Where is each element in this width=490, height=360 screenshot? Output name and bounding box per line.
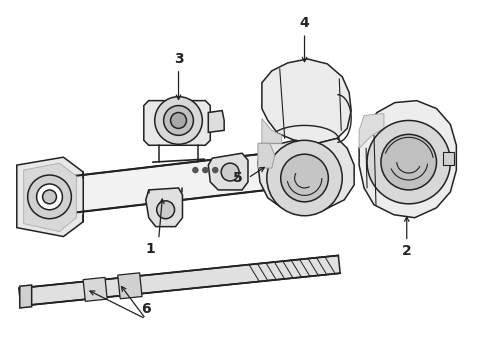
Polygon shape [443, 152, 454, 165]
Circle shape [203, 168, 208, 172]
Polygon shape [262, 59, 351, 143]
Circle shape [171, 113, 187, 129]
Polygon shape [208, 153, 248, 190]
Circle shape [157, 201, 174, 219]
Polygon shape [118, 273, 142, 299]
Circle shape [164, 105, 194, 135]
Circle shape [43, 190, 56, 204]
Circle shape [37, 184, 62, 210]
Circle shape [367, 121, 450, 204]
Polygon shape [24, 163, 76, 231]
Circle shape [193, 168, 198, 172]
Text: 1: 1 [146, 242, 156, 256]
Polygon shape [20, 285, 32, 308]
Text: 2: 2 [402, 244, 412, 258]
Polygon shape [208, 111, 224, 132]
Text: 3: 3 [173, 52, 183, 66]
Polygon shape [258, 138, 354, 212]
Text: 4: 4 [300, 16, 309, 30]
Polygon shape [56, 148, 310, 215]
Polygon shape [146, 188, 182, 227]
Polygon shape [359, 100, 456, 218]
Polygon shape [359, 113, 384, 148]
Circle shape [213, 168, 218, 172]
Text: 6: 6 [141, 302, 150, 316]
Circle shape [28, 175, 72, 219]
Polygon shape [83, 278, 107, 301]
Polygon shape [19, 256, 340, 306]
Circle shape [221, 163, 239, 181]
Circle shape [155, 96, 202, 144]
Polygon shape [144, 100, 210, 145]
Circle shape [267, 140, 342, 216]
Circle shape [381, 134, 437, 190]
Polygon shape [258, 143, 275, 168]
Circle shape [281, 154, 328, 202]
Polygon shape [17, 157, 83, 237]
Text: 5: 5 [233, 171, 243, 185]
Polygon shape [262, 118, 282, 143]
